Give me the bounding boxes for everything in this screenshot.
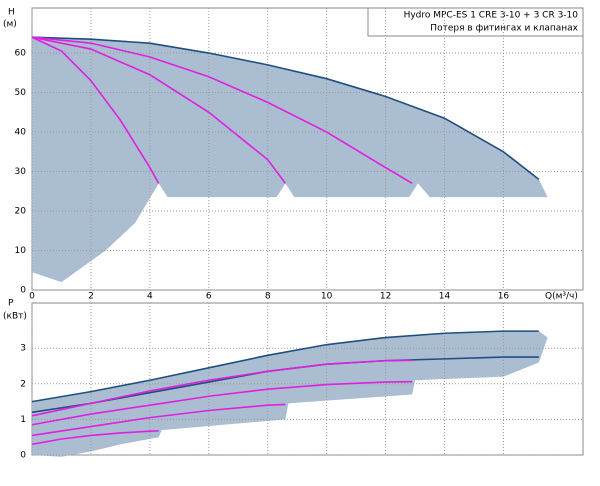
x-tick-label: 0 (29, 292, 35, 302)
y-tick-label: 40 (15, 128, 27, 138)
series-line (31, 380, 413, 426)
series-line (31, 36, 160, 184)
chart-title: Hydro MPC-ES 1 CRE 3-10 + 3 CR 3-10 (404, 11, 579, 21)
y-tick-label: 0 (20, 451, 26, 461)
y-axis-label: H (8, 8, 15, 18)
series-line (31, 330, 539, 403)
legend-box (367, 7, 584, 37)
x-tick-label: 10 (321, 292, 333, 302)
x-tick-label: 12 (380, 292, 391, 302)
x-tick-label: 4 (147, 292, 153, 302)
y-axis-label: P (8, 299, 14, 309)
y-tick-label: 1 (20, 415, 26, 425)
y-tick-label: 20 (15, 207, 27, 217)
y-tick-label: 30 (15, 167, 27, 177)
x-tick-label: 14 (439, 292, 451, 302)
series-line (31, 36, 413, 185)
series-line (31, 359, 413, 417)
series-line (31, 36, 287, 184)
x-axis-label: Q(м³/ч) (545, 292, 578, 302)
y-tick-label: 0 (20, 286, 26, 296)
area (32, 331, 548, 457)
y-tick-label: 60 (15, 49, 27, 59)
chart-subtitle: Потеря в фитингах и клапанах (430, 24, 578, 34)
y-axis-unit: (кВт) (3, 312, 27, 322)
y-tick-label: 3 (20, 344, 26, 354)
series-line (31, 403, 286, 437)
x-tick-label: 16 (498, 292, 510, 302)
area (32, 37, 548, 283)
y-tick-label: 10 (15, 246, 27, 256)
x-tick-label: 8 (265, 292, 271, 302)
x-tick-label: 2 (88, 292, 94, 302)
y-axis-unit: (м) (3, 20, 17, 30)
series-line (31, 36, 540, 181)
x-tick-label: 6 (206, 292, 212, 302)
y-tick-label: 50 (15, 88, 27, 98)
series-line (31, 429, 159, 446)
y-tick-label: 2 (20, 379, 26, 389)
